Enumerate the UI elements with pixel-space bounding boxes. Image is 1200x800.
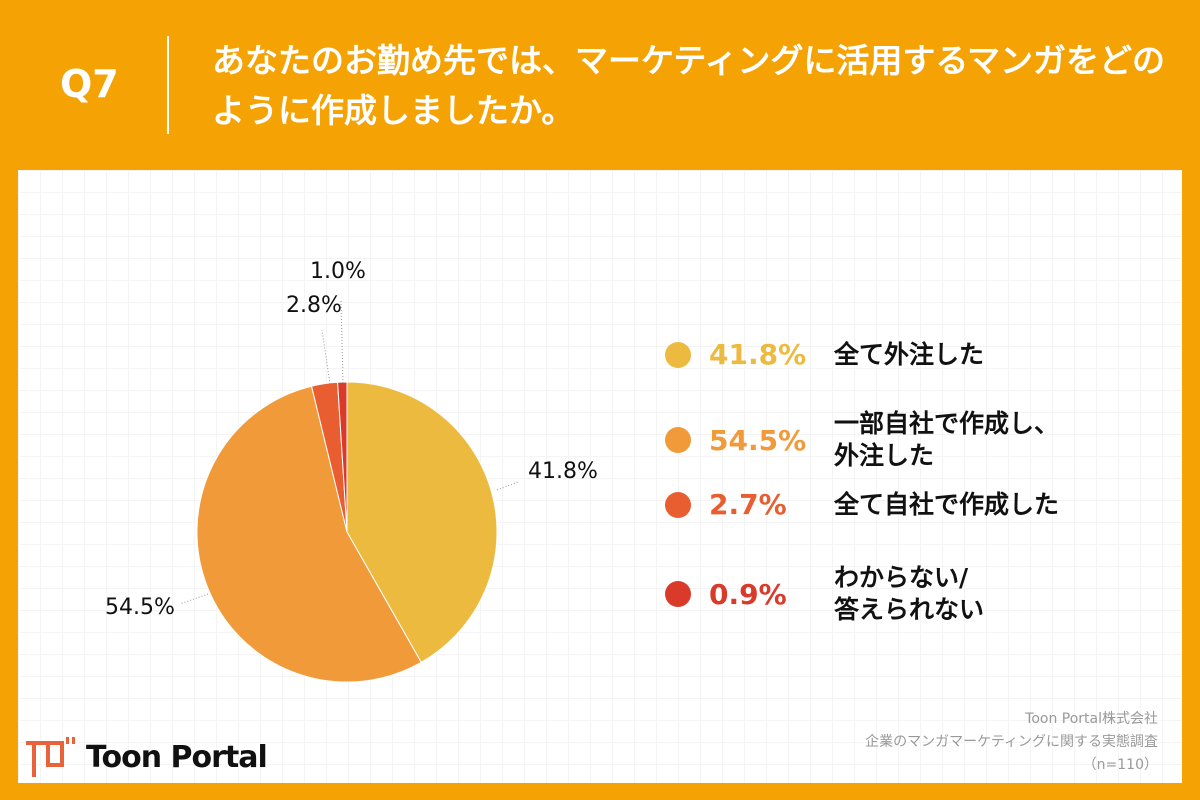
legend-label-line: 全て自社で作成した — [834, 489, 1060, 519]
legend-percent: 54.5% — [709, 423, 807, 457]
slice-label: 41.8% — [528, 459, 598, 484]
pie-slice — [337, 381, 348, 533]
legend-swatch — [665, 341, 691, 368]
legend-percent: 41.8% — [709, 338, 807, 371]
question-number: Q7 — [60, 62, 119, 106]
legend-percent: 0.9% — [709, 577, 787, 611]
legend-label-line: 全て外注した — [834, 339, 985, 369]
leader-line — [321, 329, 331, 385]
slice-label: 2.8% — [286, 293, 342, 318]
legend-label-line: わからない/ — [834, 563, 969, 592]
footer-survey: 企業のマンガマーケティングに関する実態調査 — [865, 734, 1158, 750]
legend-item: 41.8% 全て外注した — [665, 338, 984, 371]
footer: Toon Portal株式会社 企業のマンガマーケティングに関する実態調査 （n… — [865, 708, 1158, 777]
legend-swatch — [665, 491, 691, 518]
legend-swatch — [665, 427, 691, 453]
slice-label: 54.5% — [105, 595, 175, 620]
leader-line — [179, 593, 209, 605]
footer-n: （n=110） — [1082, 757, 1158, 773]
legend-label: わからない/答えられない — [834, 562, 984, 626]
legend-percent: 2.7% — [709, 488, 787, 521]
legend-item: 2.7% 全て自社で作成した — [665, 488, 1059, 521]
legend-label: 全て外注した — [834, 339, 984, 371]
question-title: あなたのお勤め先では、マーケティングに活用するマンガをどのように作成しましたか。 — [212, 41, 1166, 130]
legend-label: 一部自社で作成し、 外注した — [834, 408, 1059, 472]
leader-line — [340, 299, 344, 384]
pie-slice — [346, 381, 498, 664]
logo-mark-icon — [26, 737, 75, 777]
slice-label: 1.0% — [310, 259, 366, 284]
legend-label: 全て自社で作成した — [834, 489, 1059, 521]
legend-label-line: 一部自社で作成し、 — [834, 409, 1060, 438]
legend-label-line: 答えられない — [834, 595, 985, 624]
footer-company: Toon Portal株式会社 — [1025, 711, 1158, 727]
pie-slice — [196, 385, 422, 683]
logo-text: Toon Portal — [86, 739, 268, 775]
divider — [167, 36, 169, 134]
legend-label-line: 外注した — [834, 441, 935, 470]
legend-item: 0.9% わからない/答えられない — [665, 562, 984, 626]
toon-portal-logo: Toon Portal — [24, 735, 268, 779]
legend-item: 54.5% 一部自社で作成し、 外注した — [665, 408, 1059, 472]
legend-swatch — [665, 581, 691, 607]
leader-line — [496, 481, 519, 491]
